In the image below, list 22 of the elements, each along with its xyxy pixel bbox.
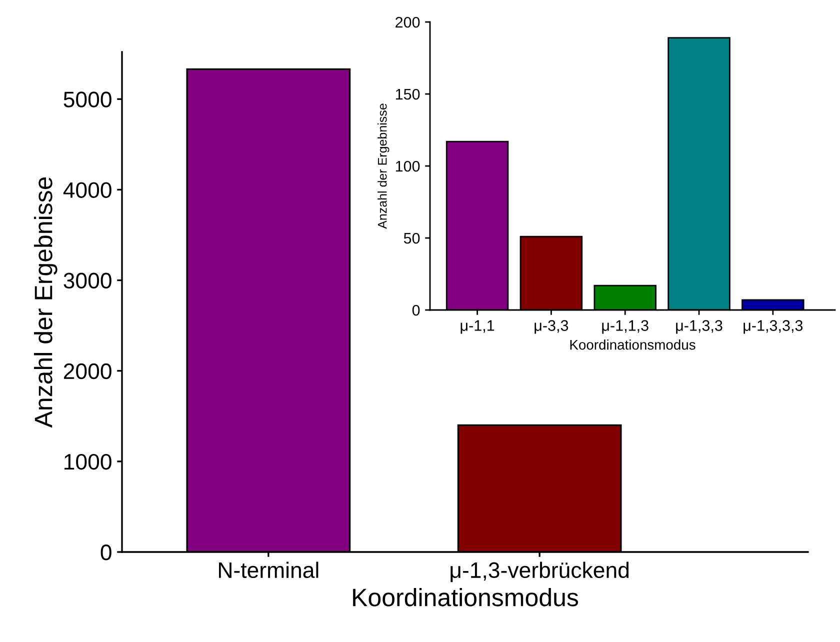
y-tick-label: 0 [100,544,112,560]
y-axis-title: Anzahl der Ergebnisse [378,104,390,229]
x-tick-label: μ-3,3 [534,320,568,334]
y-tick-label: 200 [396,16,420,28]
y-tick-label: 3000 [64,272,112,289]
y-tick-label: 1000 [64,454,112,470]
x-tick-label: μ-1,1 [460,320,494,334]
x-axis-title: Koordinationsmodus [353,588,578,606]
x-tick-label: μ-1,1,3 [602,320,648,334]
x-tick-label: μ-1,3-verbrückend [450,562,629,582]
y-tick-label: 0 [412,304,420,316]
x-tick-label: μ-1,3,3 [676,320,722,334]
x-axis-title: Koordinationsmodus [570,340,696,350]
x-tick-label: N-terminal [219,562,318,578]
y-tick-label: 4000 [63,182,112,198]
y-axis-title: Anzahl der Ergebnisse [34,177,58,428]
y-tick-label: 150 [396,88,420,100]
x-tick-label: μ-1,3,3,3 [744,320,803,334]
y-tick-label: 2000 [64,363,112,380]
y-tick-label: 100 [396,160,420,172]
y-tick-label: 50 [404,232,420,244]
y-tick-label: 5000 [64,92,112,108]
